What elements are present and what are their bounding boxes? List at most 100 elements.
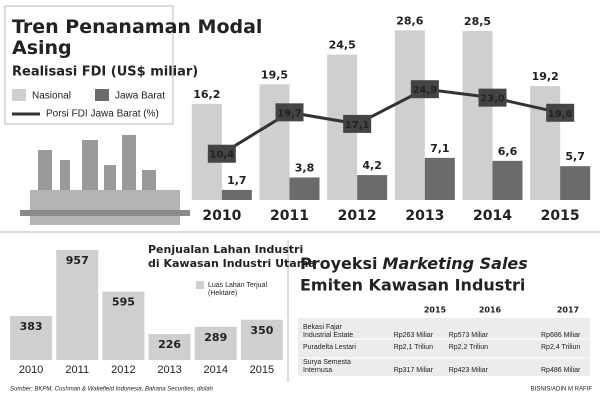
factory-illustration — [20, 135, 190, 225]
column-header: 2015 — [424, 306, 447, 315]
table-title: Emiten Kawasan Industri — [300, 276, 525, 295]
legend-swatch — [95, 89, 109, 101]
value-label: 350 — [250, 324, 273, 337]
bar — [221, 189, 252, 200]
cell: Rp2,4 Triliun — [541, 344, 580, 351]
bar — [560, 166, 591, 200]
title-line: di Kawasan Industri Utama — [148, 257, 316, 270]
legend-line: (Hektare) — [208, 290, 237, 297]
x-tick-label: 2014 — [473, 208, 512, 224]
bar — [492, 160, 523, 200]
row-name: Puradelta Lestari — [303, 344, 356, 351]
value-label: 19,5 — [261, 68, 288, 81]
credit: BISNIS/ADIN M RAFIF — [531, 387, 593, 393]
value-label: 383 — [20, 320, 43, 333]
value-label: 289 — [204, 331, 227, 344]
x-tick-label: 2014 — [204, 364, 228, 376]
row-name: Surya Semesta Internusa — [303, 359, 351, 374]
table-bg — [298, 318, 590, 376]
bar — [56, 249, 99, 360]
title-line: Penjualan Lahan Industri — [148, 243, 303, 256]
title-line: Asing — [12, 37, 72, 59]
value-label: 24,5 — [329, 39, 356, 52]
source: Sumber: BKPM, Cushman & Wakefield Indone… — [10, 387, 214, 393]
x-tick-label: 2010 — [19, 364, 43, 376]
name-line: Bekasi Fajar — [303, 324, 343, 331]
x-tick-label: 2012 — [338, 208, 377, 224]
row-name: Bekasi Fajar Industrial Estate — [303, 324, 353, 339]
x-tick-label: 2010 — [202, 208, 241, 224]
title-part: Marketing Sales — [383, 254, 528, 273]
chart-title: Penjualan Lahan Industri di Kawasan Indus… — [148, 243, 316, 270]
title-part: Proyeksi — [300, 254, 378, 273]
name-line: Internusa — [303, 367, 332, 374]
x-tick-label: 2013 — [157, 364, 181, 376]
value-label: 7,1 — [430, 142, 450, 155]
legend-line: Luas Lahan Terjual — [208, 282, 267, 289]
bar — [530, 86, 561, 200]
x-tick-label: 2012 — [111, 364, 135, 376]
value-label: 10,4 — [209, 150, 234, 161]
value-label: 226 — [158, 338, 181, 351]
bar — [102, 291, 145, 360]
x-tick-label: 2011 — [270, 208, 309, 224]
value-label: 28,5 — [464, 15, 491, 28]
value-label: 19,6 — [548, 109, 573, 120]
value-label: 4,2 — [362, 159, 382, 172]
name-line: Surya Semesta — [303, 359, 351, 366]
table-title: Proyeksi Marketing Sales — [300, 254, 528, 273]
value-label: 19,7 — [277, 108, 302, 119]
title-line: Tren Penanaman Modal — [12, 16, 262, 38]
x-tick-label: 2015 — [541, 208, 580, 224]
cell: Rp686 Miliar — [541, 332, 581, 339]
name-line: Industrial Estate — [303, 332, 353, 339]
value-label: 28,6 — [396, 14, 423, 27]
legend-label: Luas Lahan Terjual (Hektare) — [208, 282, 267, 297]
cell: Rp317 Miliar — [394, 367, 434, 374]
legend-label: Jawa Barat — [115, 91, 165, 102]
x-tick-label: 2015 — [250, 364, 274, 376]
bar — [194, 326, 237, 360]
value-label: 957 — [66, 254, 89, 267]
cell: Rp263 Miliar — [394, 332, 434, 339]
bar — [394, 30, 425, 200]
value-label: 17,1 — [345, 120, 370, 131]
point-box — [275, 103, 304, 122]
point-box — [410, 80, 439, 99]
legend-swatch — [196, 281, 204, 289]
bar — [148, 334, 191, 360]
value-label: 1,7 — [227, 174, 247, 187]
bar — [462, 30, 493, 201]
column-header: 2017 — [557, 306, 579, 315]
value-label: 16,2 — [193, 88, 220, 101]
column-header: 2016 — [479, 306, 502, 315]
cell: Rp423 Miliar — [449, 367, 489, 374]
cell: Rp573 Miliar — [449, 332, 489, 339]
value-label: 6,6 — [498, 145, 518, 158]
point-box — [343, 114, 372, 133]
bar — [424, 157, 455, 200]
bar — [240, 319, 283, 360]
x-tick-label: 2011 — [65, 364, 89, 376]
legend-box — [4, 5, 174, 125]
chart-subtitle: Realisasi FDI (US$ miliar) — [12, 65, 198, 80]
cell: Rp2,1 Triliun — [394, 344, 433, 351]
value-label: 3,8 — [295, 161, 315, 174]
bar — [289, 177, 320, 200]
value-label: 24,9 — [412, 85, 437, 96]
value-label: 19,2 — [532, 70, 559, 83]
legend-swatch — [12, 89, 26, 101]
bar — [10, 315, 53, 360]
value-label: 5,7 — [565, 150, 585, 163]
cell: Rp2,2 Triliun — [449, 344, 488, 351]
point-box — [546, 103, 575, 122]
legend-label: Nasional — [32, 91, 71, 102]
legend-label: Porsi FDI Jawa Barat (%) — [46, 109, 159, 120]
x-tick-label: 2013 — [405, 208, 444, 224]
chart-title: Tren Penanaman Modal Asing — [12, 16, 262, 59]
value-label: 23,0 — [480, 94, 505, 105]
value-label: 595 — [112, 296, 135, 309]
bar — [259, 84, 290, 200]
point-box — [207, 144, 236, 163]
